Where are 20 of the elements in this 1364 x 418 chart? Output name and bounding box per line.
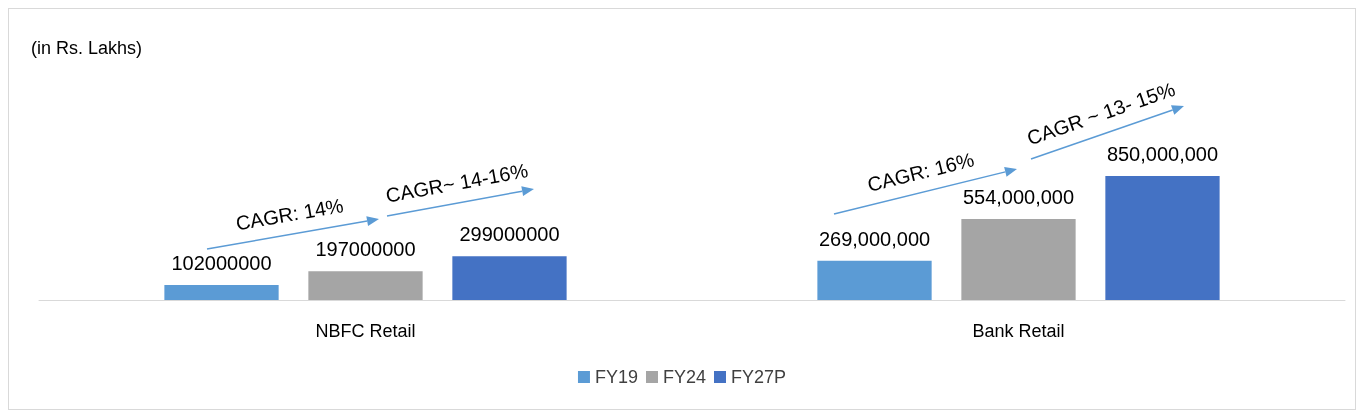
data-label: 850,000,000 (1106, 142, 1219, 165)
bar (308, 271, 423, 300)
data-label: 554,000,000 (962, 186, 1075, 209)
bar (452, 256, 567, 300)
x-tick-label: NBFC Retail (315, 321, 416, 341)
legend-label: FY19 (594, 367, 638, 387)
data-label: 299000000 (459, 223, 560, 246)
text: (in Rs. Lakhs) (31, 38, 143, 58)
legend-label: FY24 (662, 367, 707, 387)
bar (1105, 175, 1220, 300)
x-tick-label: Bank Retail (972, 321, 1065, 341)
data-label: 102000000 (171, 252, 272, 275)
data-label: 197000000 (315, 238, 416, 261)
bar (164, 285, 279, 300)
data-label: 269,000,000 (818, 227, 931, 250)
bar (817, 260, 932, 300)
annotation: CAGR~ 14-16% (384, 158, 530, 207)
legend-label: FY27P (731, 367, 787, 387)
annotation: CAGR: 14% (234, 194, 346, 235)
bar (961, 219, 1076, 300)
